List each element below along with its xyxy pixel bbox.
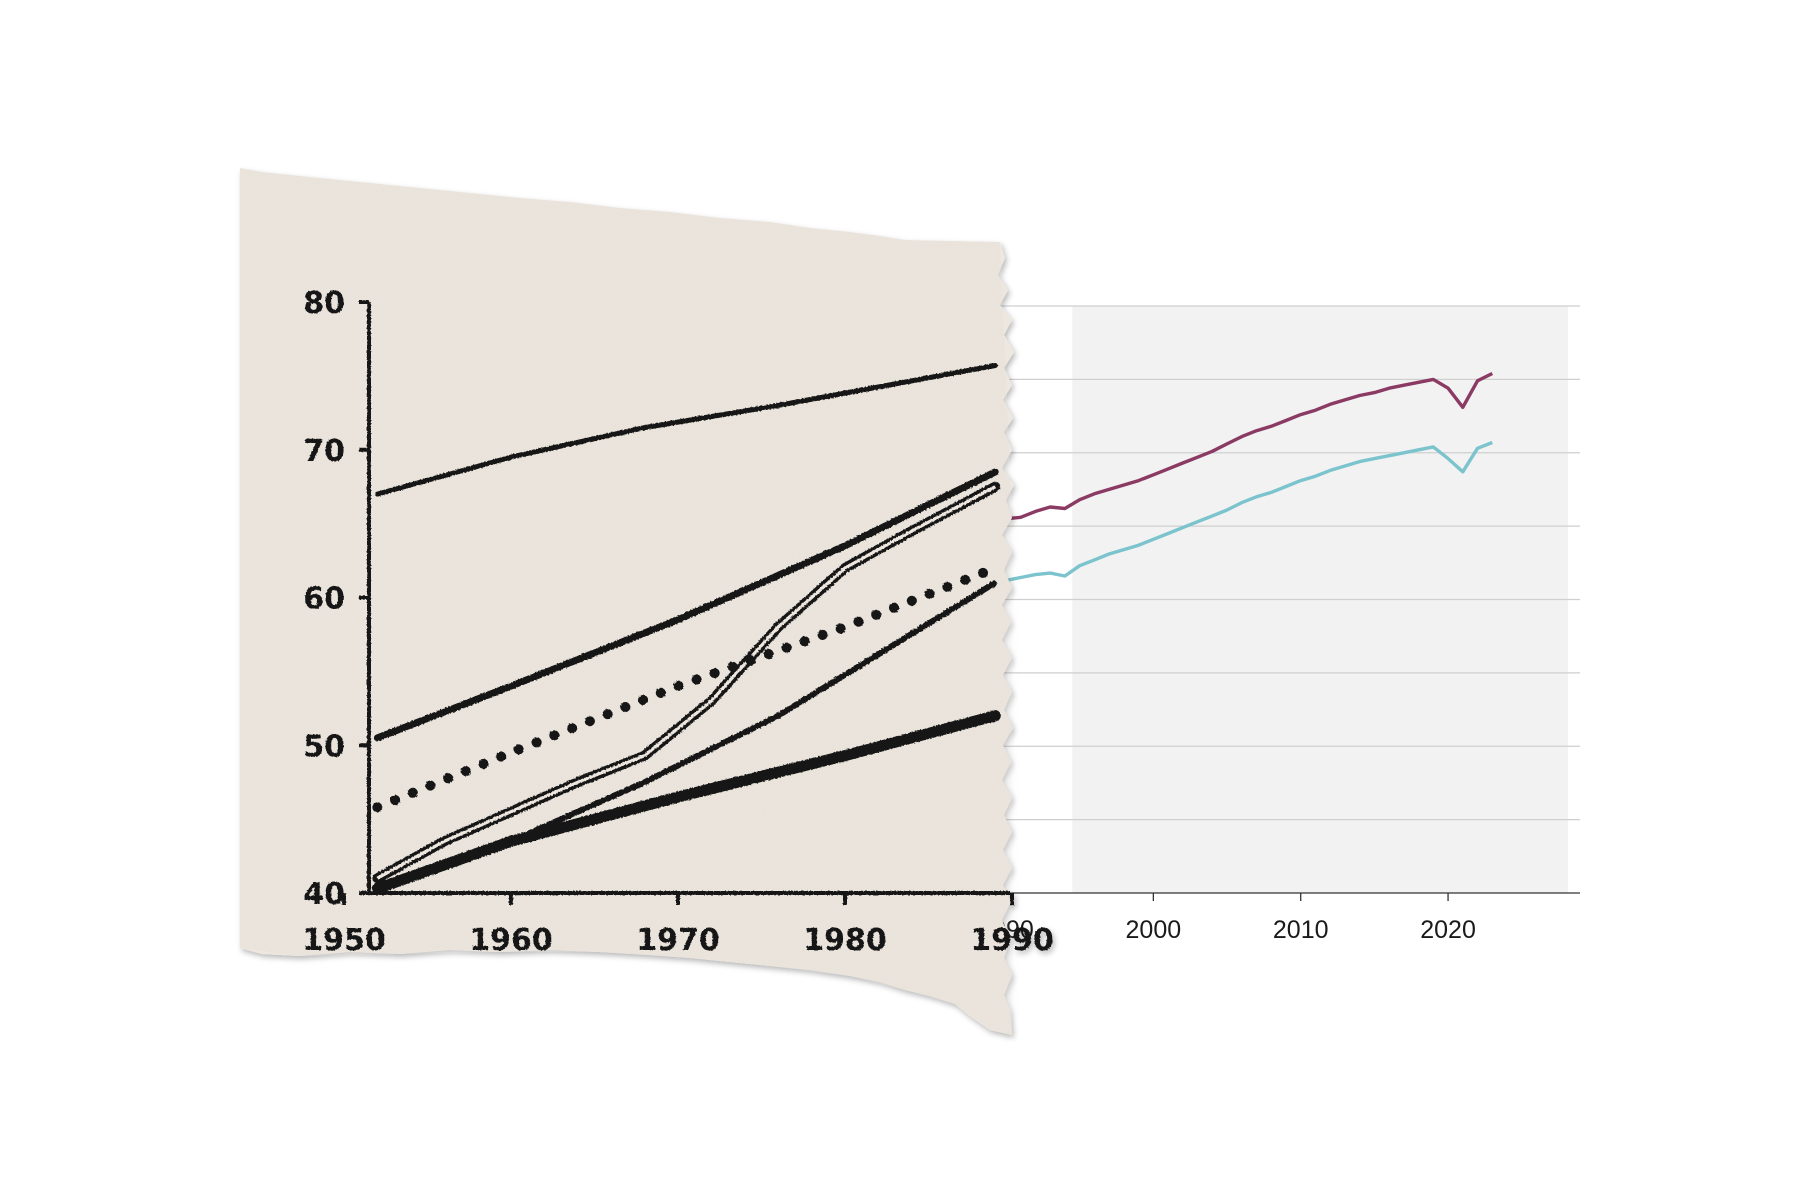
- old-y-tick-label: 80: [303, 286, 345, 321]
- old-series-line-2: [373, 468, 999, 742]
- old-x-tick-label: 1990: [970, 923, 1054, 958]
- old-y-tick-label: 60: [303, 582, 345, 617]
- scanned-chart: 40 50 60 70 80 1950 1960 1970 1980 1990: [302, 286, 1054, 958]
- old-x-tick-label: 1950: [302, 923, 386, 958]
- old-y-tick-label: 70: [303, 434, 345, 469]
- old-y-tick-label: 50: [303, 729, 345, 764]
- old-series-line-4: [372, 563, 1001, 813]
- old-series-line-6: [371, 710, 1001, 895]
- modern-series-line-1: [1005, 371, 1494, 521]
- torn-paper-clipping: 40 50 60 70 80 1950 1960 1970 1980 1990: [240, 168, 1054, 1035]
- modern-series-lines: [1005, 371, 1494, 583]
- modern-x-tick-label: 2020: [1420, 916, 1476, 944]
- modern-chart: 1990200020102020: [978, 305, 1580, 944]
- old-axis-ticks: 40 50 60 70 80 1950 1960 1970 1980 1990: [302, 286, 1054, 958]
- modern-series-line-2: [1005, 440, 1493, 583]
- old-y-tick-label: 40: [303, 877, 345, 912]
- old-series-lines: [371, 363, 1001, 895]
- old-series-line-3-inner: [376, 485, 997, 880]
- old-x-tick-label: 1970: [636, 923, 720, 958]
- modern-x-tick-label: 2010: [1273, 916, 1329, 944]
- old-x-tick-label: 1960: [469, 923, 553, 958]
- old-series-line-1: [374, 363, 998, 497]
- modern-x-tick-label: 2000: [1126, 916, 1182, 944]
- old-x-tick-label: 1980: [803, 923, 887, 958]
